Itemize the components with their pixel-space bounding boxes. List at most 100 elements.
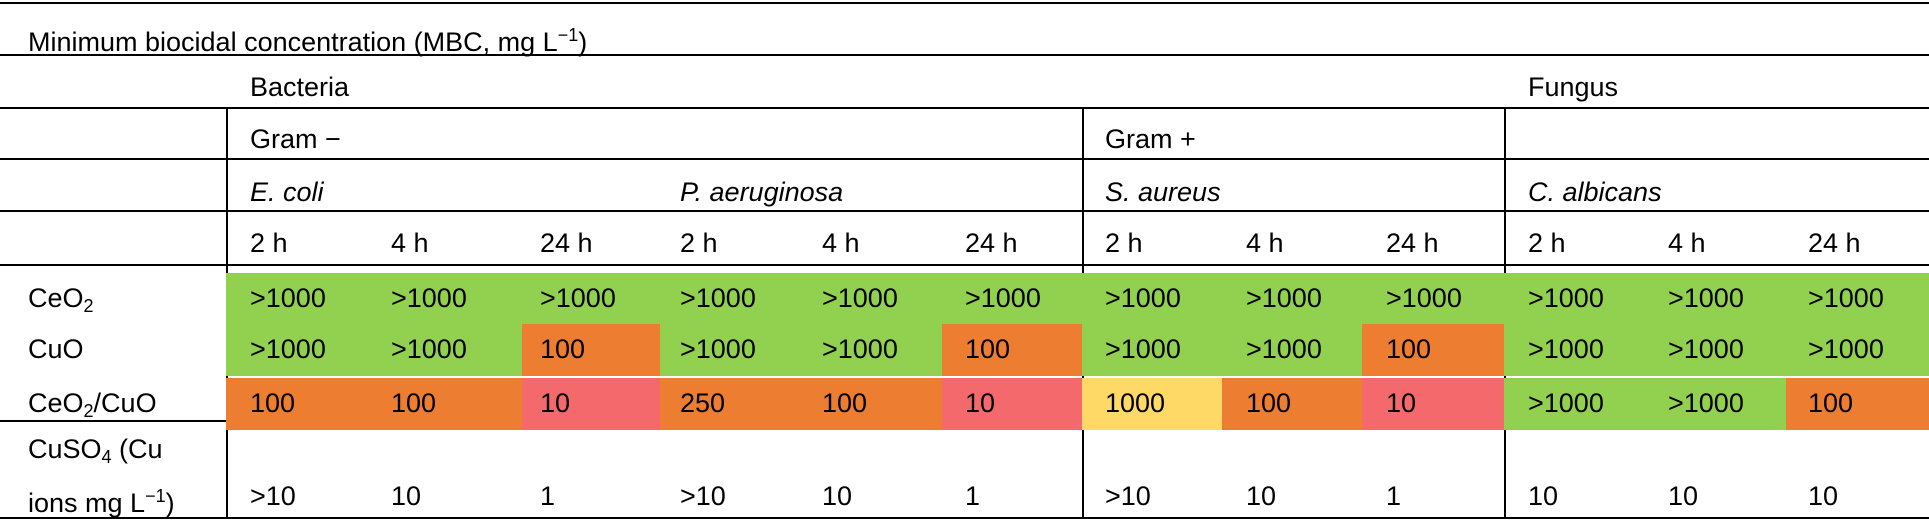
mbc-value: >1000 [1528,283,1604,313]
mbc-cell: >1000 [366,273,522,325]
mbc-cell: 100 [800,378,942,430]
mbc-cell: >1000 [366,324,522,376]
time-header: 4 h [822,228,860,258]
row-label-cuo: CuO [28,334,84,364]
table-title-superscript: −1 [557,25,579,45]
mbc-cell: >1000 [1786,324,1929,376]
group-gram-negative: Gram − [250,124,341,154]
cuso4-value: 10 [391,481,422,511]
mbc-cell: >1000 [942,273,1082,325]
mbc-cell: 250 [660,378,800,430]
group-gram-positive: Gram + [1105,124,1196,154]
mbc-value: >1000 [250,283,326,313]
rule-under-title [0,54,1929,56]
organism-c-albicans: C. albicans [1528,177,1662,207]
time-header: 4 h [1246,228,1284,258]
mbc-value: 100 [250,388,296,418]
mbc-cell: 100 [942,324,1082,376]
mbc-value: >1000 [1246,334,1322,364]
mbc-cell: >1000 [1222,273,1362,325]
rule-bottom [0,517,1929,519]
time-header: 24 h [1386,228,1439,258]
rule-under-groups [0,107,1929,109]
mbc-value: >1000 [1246,283,1322,313]
cuso4-value: 1 [540,481,556,511]
mbc-value: >1000 [822,283,898,313]
mbc-cell: >1000 [800,324,942,376]
mbc-value: >1000 [1105,334,1181,364]
mbc-cell: 100 [1222,378,1362,430]
mbc-value: >1000 [1105,283,1181,313]
mbc-value: >1000 [822,334,898,364]
mbc-value: >1000 [391,283,467,313]
organism-e-coli: E. coli [250,177,324,207]
cuso4-value: >10 [250,481,296,511]
table-title: Minimum biocidal concentration (MBC, mg … [28,18,587,59]
mbc-value: 100 [1386,334,1432,364]
row-label-cuso4: CuSO4 (Cu [28,434,163,467]
mbc-cell: >1000 [1786,273,1929,325]
mbc-cell: >1000 [1082,324,1222,376]
mbc-cell: >1000 [1362,273,1504,325]
mbc-cell: >1000 [1644,378,1786,430]
time-header: 24 h [540,228,593,258]
mbc-value: 100 [1808,388,1854,418]
row-label-cuso4-units: ions mg L−1) [28,486,175,518]
mbc-cell: >1000 [1504,324,1644,376]
mbc-cell: 10 [522,378,660,430]
mbc-value: 10 [965,388,996,418]
mbc-value: >1000 [1528,388,1604,418]
mbc-cell: >1000 [226,324,366,376]
mbc-value: >1000 [1808,334,1884,364]
mbc-cell: 1000 [1082,378,1222,430]
mbc-value: 250 [680,388,726,418]
time-header: 4 h [391,228,429,258]
cuso4-value: 1 [1386,481,1402,511]
time-header: 24 h [1808,228,1861,258]
mbc-value: >1000 [391,334,467,364]
mbc-value: 100 [1246,388,1292,418]
cuso4-value: 10 [822,481,853,511]
rule-under-gram [0,158,1929,160]
table-title-close: ) [578,27,588,57]
mbc-value: >1000 [680,334,756,364]
rule-under-times [0,264,1929,266]
mbc-cell: >1000 [226,273,366,325]
mbc-cell: >1000 [1644,324,1786,376]
mbc-cell: >1000 [660,324,800,376]
mbc-cell: 100 [366,378,522,430]
mbc-cell: >1000 [660,273,800,325]
mbc-value: 100 [822,388,868,418]
mbc-cell: 100 [226,378,366,430]
cuso4-value: 1 [965,481,981,511]
cuso4-value: >10 [680,481,726,511]
time-header: 4 h [1668,228,1706,258]
mbc-value: >1000 [965,283,1041,313]
time-header: 2 h [680,228,718,258]
mbc-value: >1000 [1386,283,1462,313]
cuso4-value: 10 [1528,481,1559,511]
mbc-value: 100 [965,334,1011,364]
mbc-value: >1000 [1668,283,1744,313]
row-label-ceo2-cuo: CeO2/CuO [28,388,157,421]
rule-under-organisms [0,210,1929,212]
mbc-value: 100 [391,388,437,418]
mbc-cell: 10 [1362,378,1504,430]
mbc-cell: >1000 [522,273,660,325]
mbc-value: 100 [540,334,586,364]
mbc-cell: 10 [942,378,1082,430]
group-fungus: Fungus [1528,72,1619,102]
cuso4-value: 10 [1246,481,1277,511]
cuso4-value: 10 [1808,481,1839,511]
organism-s-aureus: S. aureus [1105,177,1221,207]
mbc-value: >1000 [250,334,326,364]
mbc-value: >1000 [540,283,616,313]
mbc-cell: 100 [522,324,660,376]
mbc-value: >1000 [1808,283,1884,313]
mbc-value: 1000 [1105,388,1166,418]
cuso4-value: >10 [1105,481,1151,511]
mbc-value: >1000 [1528,334,1604,364]
mbc-value: 10 [1386,388,1417,418]
mbc-value: 10 [540,388,571,418]
